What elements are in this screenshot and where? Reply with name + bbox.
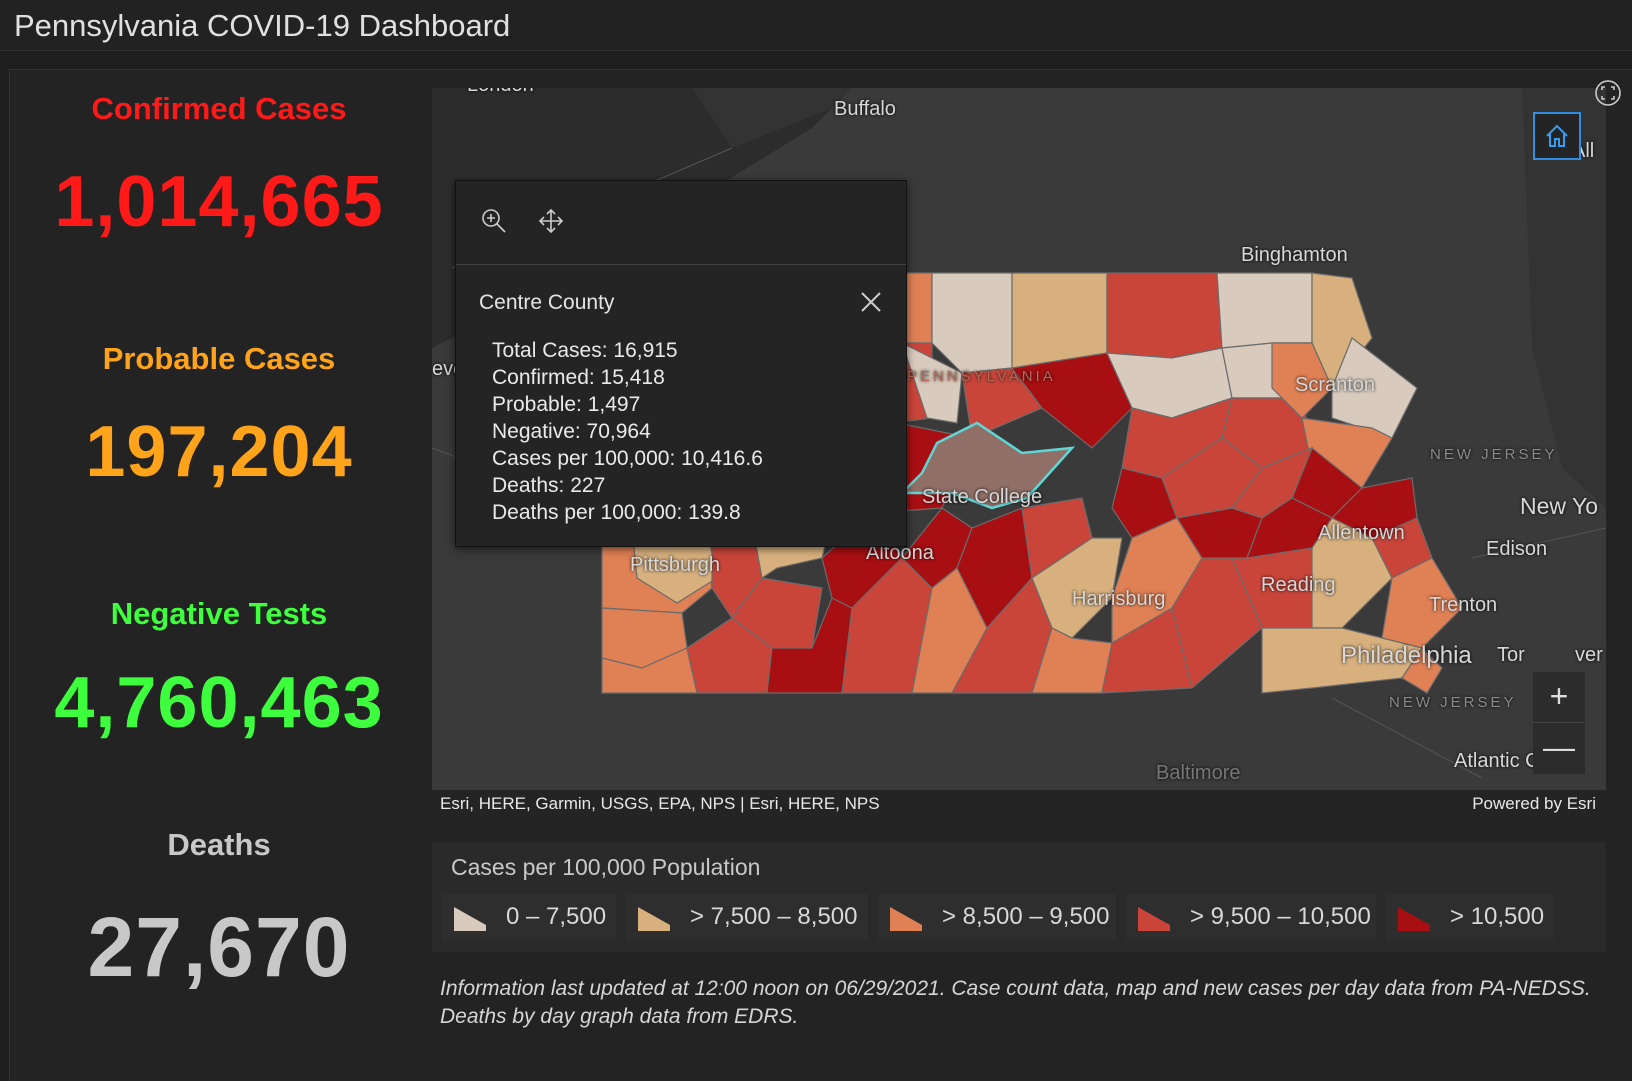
deaths-label: Deaths [167, 827, 271, 862]
city-label-pittsburgh: Pittsburgh [630, 554, 721, 576]
legend-title: Cases per 100,000 Population [451, 854, 761, 880]
county-popup: Centre County Total Cases: 16,915 Confir… [455, 180, 907, 547]
state-label-new-jersey-1: NEW JERSEY [1430, 446, 1558, 463]
zoom-in-button[interactable]: + [1533, 672, 1585, 723]
county-region[interactable] [1271, 342, 1333, 419]
city-label-altoona: Altoona [866, 542, 934, 564]
attribution-sources[interactable]: Esri, HERE, Garmin, USGS, EPA, NPS | Esr… [440, 794, 880, 813]
update-note: Information last updated at 12:00 noon o… [440, 977, 1591, 1028]
city-label-toms-river-right: ver [1575, 644, 1603, 666]
zoom-out-button[interactable]: — [1543, 729, 1575, 765]
county-region[interactable] [1261, 627, 1423, 694]
county-region[interactable] [1401, 647, 1443, 694]
popup-line: Confirmed: 15,418 [492, 366, 665, 389]
legend-item: > 7,500 – 8,500 [626, 894, 868, 940]
popup-county-name: Centre County [479, 291, 615, 314]
map-attribution-bar: Esri, HERE, Garmin, USGS, EPA, NPS | Esr… [432, 790, 1606, 818]
county-region[interactable] [1216, 272, 1313, 349]
popup-toolbar [456, 181, 906, 265]
state-label-pennsylvania: PENNSYLVANIA [907, 368, 1056, 385]
popup-line: Deaths per 100,000: 139.8 [492, 501, 741, 524]
legend-item: > 8,500 – 9,500 [878, 894, 1116, 940]
pan-icon[interactable] [537, 207, 565, 235]
legend-swatch [890, 907, 922, 931]
city-label-reading: Reading [1261, 574, 1336, 596]
county-region[interactable] [931, 272, 1013, 374]
close-icon[interactable] [858, 289, 884, 315]
legend-label: 0 – 7,500 [506, 903, 607, 930]
city-label-edison: Edison [1486, 538, 1548, 560]
county-region[interactable] [1246, 497, 1333, 559]
legend-item: > 10,500 [1386, 894, 1554, 940]
city-label-philadelphia: Philadelphia [1341, 642, 1472, 669]
lake-ontario [692, 88, 852, 148]
popup-attributes: Total Cases: 16,915 Confirmed: 15,418 Pr… [492, 337, 763, 526]
probable-cases-label: Probable Cases [102, 341, 336, 376]
probable-cases-value: 197,204 [85, 412, 353, 492]
popup-line: Total Cases: 16,915 [492, 339, 678, 362]
page-title: Pennsylvania COVID-19 Dashboard [14, 8, 511, 43]
negative-tests-value: 4,760,463 [54, 663, 384, 743]
city-label-london: London [467, 88, 534, 97]
home-icon [1546, 124, 1568, 147]
city-label-buffalo: Buffalo [834, 98, 896, 120]
city-label-trenton: Trenton [1429, 594, 1498, 616]
county-region[interactable] [1011, 272, 1108, 369]
stats-column: Confirmed Cases 1,014,665 Probable Cases… [9, 69, 429, 1080]
legend-swatch [1138, 907, 1170, 931]
legend-swatch [638, 907, 670, 931]
county-region[interactable] [1381, 557, 1463, 649]
legend-label: > 9,500 – 10,500 [1190, 903, 1371, 930]
legend-item: 0 – 7,500 [442, 894, 616, 940]
deaths-block: Deaths 27,670 [9, 827, 429, 996]
legend-label: > 7,500 – 8,500 [690, 903, 858, 930]
home-button[interactable] [1533, 112, 1581, 160]
legend-item: > 9,500 – 10,500 [1126, 894, 1376, 940]
map-legend: Cases per 100,000 Population 0 – 7,500 >… [432, 842, 1606, 952]
city-label-scranton: Scranton [1295, 374, 1376, 396]
popup-line: Probable: 1,497 [492, 393, 641, 416]
city-label-baltimore: Baltimore [1156, 762, 1241, 784]
zoom-to-icon[interactable] [480, 207, 508, 235]
county-region[interactable] [900, 341, 963, 424]
legend-label: > 10,500 [1450, 903, 1545, 930]
city-label-harrisburg: Harrisburg [1072, 588, 1166, 610]
fullscreen-icon[interactable] [1594, 79, 1622, 107]
probable-cases-block: Probable Cases 197,204 [9, 341, 429, 493]
confirmed-cases-label: Confirmed Cases [91, 91, 347, 126]
county-region[interactable] [1010, 352, 1133, 449]
state-label-new-jersey-2: NEW JERSEY [1389, 694, 1517, 711]
negative-tests-label: Negative Tests [110, 596, 328, 631]
city-label-allentown: Allentown [1318, 522, 1405, 544]
legend-swatch [1398, 907, 1430, 931]
confirmed-cases-block: Confirmed Cases 1,014,665 [9, 91, 429, 243]
zoom-controls: + — [1533, 672, 1585, 774]
header-bar: Pennsylvania COVID-19 Dashboard [0, 0, 1632, 51]
centre-county-highlight[interactable] [898, 421, 1076, 510]
negative-tests-block: Negative Tests 4,760,463 [9, 596, 429, 744]
deaths-value: 27,670 [87, 900, 351, 994]
legend-label: > 8,500 – 9,500 [942, 903, 1110, 930]
city-label-binghamton: Binghamton [1241, 244, 1348, 266]
ocean [1522, 88, 1606, 508]
legend-swatch [454, 907, 486, 931]
border-line [1471, 527, 1606, 559]
city-label-state-college: State College [922, 486, 1043, 508]
powered-by-esri[interactable]: Powered by Esri [1472, 794, 1596, 813]
county-region[interactable] [731, 577, 823, 649]
popup-line: Cases per 100,000: 10,416.6 [492, 447, 763, 470]
county-region[interactable] [1106, 272, 1223, 359]
popup-line: Negative: 70,964 [492, 420, 651, 443]
city-label-new-york: New Yo [1520, 493, 1599, 519]
city-label-toms-river-left: Tor [1497, 644, 1525, 666]
border-line [1331, 697, 1483, 779]
confirmed-cases-value: 1,014,665 [54, 162, 384, 242]
popup-line: Deaths: 227 [492, 474, 606, 497]
